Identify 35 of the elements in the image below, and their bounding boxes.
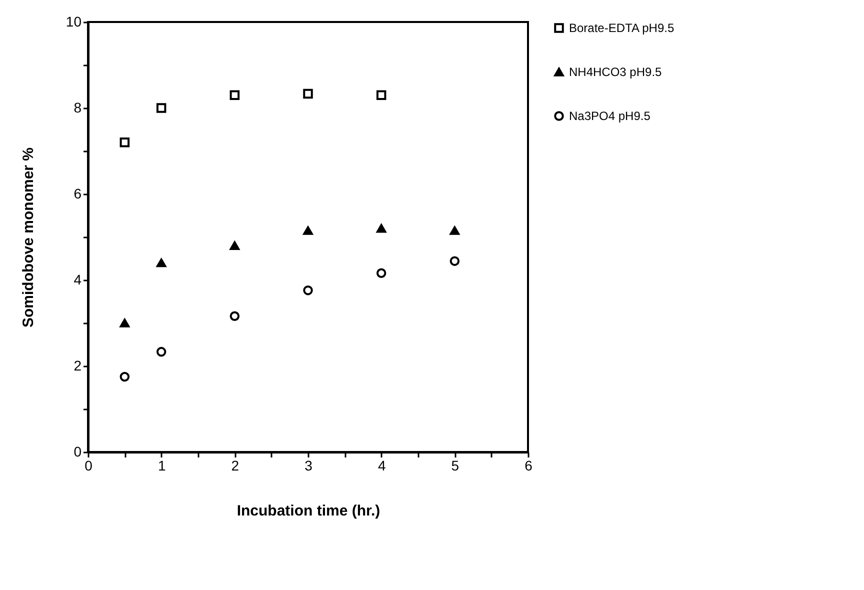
x-tick-label: 2 [231,458,240,474]
y-tick-label: 10 [66,14,82,30]
x-tick-label: 0 [84,458,93,474]
point [376,90,386,100]
point [303,226,313,235]
x-tick-label: 4 [378,458,386,474]
point [303,88,313,99]
x-tick-label: 3 [304,458,313,474]
point [230,90,240,100]
point [450,256,460,266]
point [376,224,386,233]
y-tick-label: 4 [74,272,82,288]
point [156,103,166,113]
y-tick-label: 2 [74,358,82,374]
legend-label: NH4HCO3 pH9.5 [569,65,662,79]
y-axis-title: Somidobove monomer % [20,147,37,328]
point [120,318,130,328]
point [376,268,386,278]
y-tick-label: 6 [74,186,82,202]
point [230,241,240,250]
point [156,258,166,268]
point [450,226,460,235]
x-axis-title: Incubation time (hr.) [236,502,380,520]
legend-label: Borate-EDTA pH9.5 [569,21,674,35]
x-tick-label: 1 [158,458,166,474]
point [303,285,313,296]
x-tick-label: 6 [524,458,533,474]
point [120,372,130,382]
point [120,138,130,148]
point [156,346,166,357]
y-tick-label: 8 [74,100,82,116]
x-tick-label: 5 [451,458,460,474]
y-tick-label: 0 [74,444,82,460]
legend-label: Na3PO4 pH9.5 [569,109,651,123]
point [230,311,240,321]
